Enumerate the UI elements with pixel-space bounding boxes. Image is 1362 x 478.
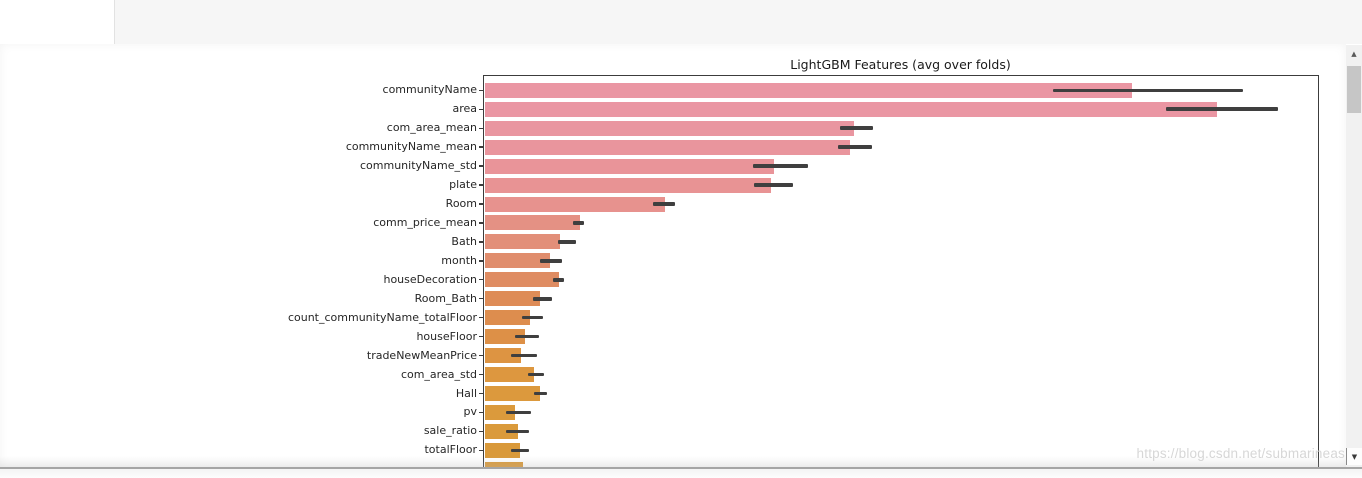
code-cell[interactable]: plt.title('LightGBM Features (avg over f… bbox=[114, 0, 1362, 76]
y-tick-label: comm_price_mean bbox=[373, 215, 477, 229]
y-tick bbox=[478, 317, 483, 319]
bottom-strip bbox=[0, 469, 1362, 478]
y-tick bbox=[478, 392, 483, 395]
error-bar bbox=[553, 278, 564, 282]
y-tick-label: communityName bbox=[382, 83, 477, 97]
plot-frame bbox=[483, 75, 1319, 468]
error-bar bbox=[752, 164, 808, 168]
scroll-down-button[interactable]: ▼ bbox=[1346, 448, 1362, 465]
y-tick-label: Room_Bath bbox=[414, 291, 477, 305]
error-bar bbox=[511, 353, 538, 358]
page-divider bbox=[0, 467, 1362, 469]
bar bbox=[484, 310, 531, 326]
error-bar bbox=[511, 448, 529, 453]
y-tick-label: pv bbox=[463, 405, 478, 419]
y-tick-label: houseDecoration bbox=[383, 272, 477, 286]
bar bbox=[484, 291, 541, 307]
bar bbox=[484, 386, 541, 401]
y-tick-label: plate bbox=[449, 178, 477, 192]
bar bbox=[484, 196, 665, 212]
y-tick-label: houseFloor bbox=[416, 329, 477, 343]
y-tick bbox=[478, 222, 483, 224]
y-tick-label: Room bbox=[445, 197, 477, 210]
bar bbox=[484, 215, 580, 231]
y-tick-label: com_area_std bbox=[400, 367, 477, 381]
watermark: https://blog.csdn.net/submarineas bbox=[1136, 446, 1345, 461]
y-tick bbox=[478, 89, 483, 91]
error-bar bbox=[1053, 88, 1243, 93]
bar bbox=[484, 404, 515, 420]
error-bar bbox=[528, 372, 544, 377]
error-bar bbox=[506, 429, 529, 434]
y-tick bbox=[478, 203, 483, 205]
bar bbox=[484, 423, 518, 439]
y-tick-label: communityName_std bbox=[359, 159, 477, 173]
y-tick bbox=[478, 430, 483, 433]
chevron-down-icon: ▼ bbox=[1351, 452, 1358, 461]
chevron-up-icon: ▲ bbox=[1351, 49, 1357, 58]
bar bbox=[484, 442, 520, 458]
y-tick-label: sale_ratio bbox=[423, 424, 477, 438]
y-tick bbox=[478, 146, 483, 148]
y-tick bbox=[478, 354, 483, 357]
y-tick-label: Hall bbox=[455, 386, 477, 400]
y-tick bbox=[478, 241, 483, 243]
bar bbox=[484, 272, 559, 288]
bar bbox=[484, 461, 523, 468]
y-tick bbox=[478, 127, 483, 129]
bar bbox=[484, 101, 1217, 117]
error-bar bbox=[573, 221, 585, 225]
y-tick bbox=[478, 335, 483, 338]
y-tick-label: tradeNewMeanPrice bbox=[366, 348, 477, 362]
bar bbox=[484, 367, 534, 383]
y-tick-label: Bath bbox=[451, 234, 477, 248]
bar bbox=[484, 234, 561, 250]
bar bbox=[484, 158, 775, 174]
bar bbox=[484, 82, 1133, 98]
error-bar bbox=[653, 202, 676, 206]
chart-title: LightGBM Features (avg over folds) bbox=[790, 57, 1011, 72]
y-tick bbox=[478, 108, 483, 110]
y-tick bbox=[478, 165, 483, 167]
y-tick bbox=[478, 411, 483, 414]
bar bbox=[484, 177, 771, 193]
y-tick bbox=[478, 184, 483, 186]
y-tick-label: com_area_mean bbox=[386, 121, 477, 135]
error-bar bbox=[539, 259, 563, 263]
scrollbar-thumb[interactable] bbox=[1347, 66, 1361, 113]
bar bbox=[484, 253, 550, 269]
scrollbar[interactable]: ▲ ▼ bbox=[1346, 45, 1362, 467]
y-tick-label: communityName_mean bbox=[345, 140, 477, 154]
y-tick bbox=[478, 373, 483, 376]
error-bar bbox=[533, 296, 553, 301]
error-bar bbox=[533, 391, 548, 396]
bar bbox=[484, 329, 526, 345]
y-tick bbox=[478, 449, 483, 452]
error-bar bbox=[558, 240, 576, 244]
y-tick bbox=[478, 260, 483, 262]
y-tick bbox=[478, 298, 483, 300]
bar bbox=[484, 120, 854, 136]
y-tick-label: month bbox=[441, 253, 477, 267]
y-tick-label: count_communityName_totalFloor bbox=[287, 310, 477, 324]
scroll-up-button[interactable]: ▲ bbox=[1346, 45, 1362, 62]
error-bar bbox=[754, 183, 793, 187]
error-bar bbox=[1166, 107, 1278, 112]
y-tick-label: totalFloor bbox=[424, 443, 477, 457]
error-bar bbox=[837, 145, 873, 149]
bar bbox=[484, 348, 522, 364]
error-bar bbox=[522, 315, 544, 320]
y-tick bbox=[478, 279, 483, 281]
figure-image: LightGBM Features (avg over folds) commu… bbox=[0, 44, 1346, 468]
y-tick-label: area bbox=[452, 102, 477, 116]
error-bar bbox=[514, 334, 539, 339]
error-bar bbox=[840, 126, 873, 130]
error-bar bbox=[506, 410, 531, 415]
bar bbox=[484, 139, 851, 155]
